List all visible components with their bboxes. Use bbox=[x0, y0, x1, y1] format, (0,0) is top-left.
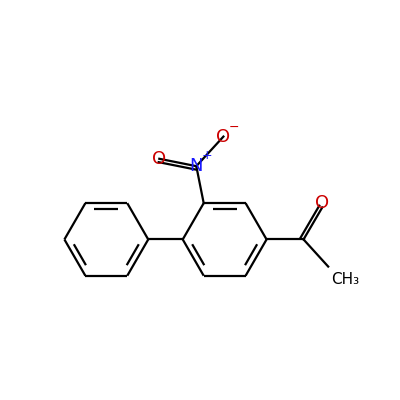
Text: +: + bbox=[202, 149, 212, 162]
Text: O: O bbox=[152, 150, 166, 168]
Text: O: O bbox=[315, 194, 329, 212]
Text: CH₃: CH₃ bbox=[331, 272, 359, 288]
Text: N: N bbox=[190, 157, 203, 175]
Text: O: O bbox=[216, 128, 230, 146]
Text: −: − bbox=[229, 121, 240, 134]
